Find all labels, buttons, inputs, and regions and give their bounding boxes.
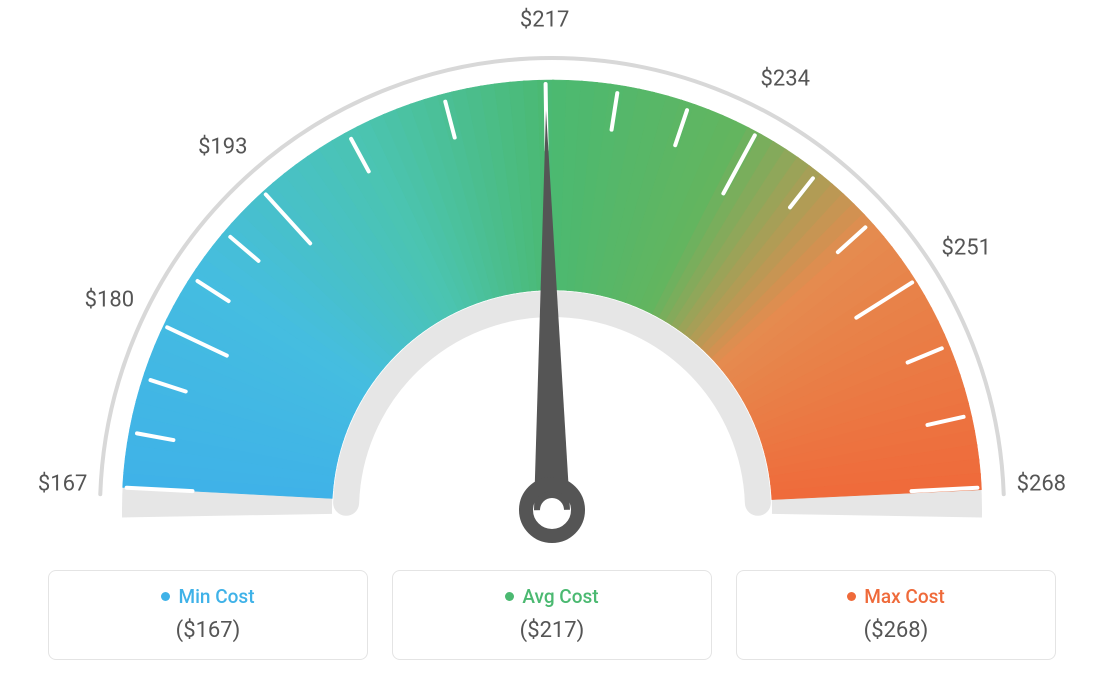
- summary-label-avg: Avg Cost: [505, 585, 598, 608]
- gauge-svg: [0, 0, 1104, 560]
- gauge-tick-label: $193: [198, 135, 247, 160]
- summary-label-max: Max Cost: [847, 585, 944, 608]
- gauge-tick-label: $268: [1017, 472, 1066, 497]
- gauge-chart: $167 $180 $193 $217 $234 $251 $268: [0, 0, 1104, 560]
- gauge-tick-label: $180: [85, 287, 134, 312]
- gauge-tick-label: $217: [520, 8, 569, 33]
- gauge-tick-label: $251: [942, 236, 991, 261]
- dot-icon: [161, 592, 170, 601]
- dot-icon: [505, 592, 514, 601]
- summary-value-avg: ($217): [411, 618, 693, 643]
- summary-card-avg: Avg Cost ($217): [392, 570, 712, 660]
- summary-label-text: Avg Cost: [522, 585, 598, 608]
- summary-card-max: Max Cost ($268): [736, 570, 1056, 660]
- dot-icon: [847, 592, 856, 601]
- gauge-tick-label: $167: [38, 472, 87, 497]
- summary-card-min: Min Cost ($167): [48, 570, 368, 660]
- summary-value-max: ($268): [755, 618, 1037, 643]
- gauge-tick-label: $234: [761, 67, 810, 92]
- summary-label-text: Max Cost: [864, 585, 944, 608]
- summary-value-min: ($167): [67, 618, 349, 643]
- summary-row: Min Cost ($167) Avg Cost ($217) Max Cost…: [0, 570, 1104, 660]
- summary-label-text: Min Cost: [178, 585, 254, 608]
- summary-label-min: Min Cost: [161, 585, 254, 608]
